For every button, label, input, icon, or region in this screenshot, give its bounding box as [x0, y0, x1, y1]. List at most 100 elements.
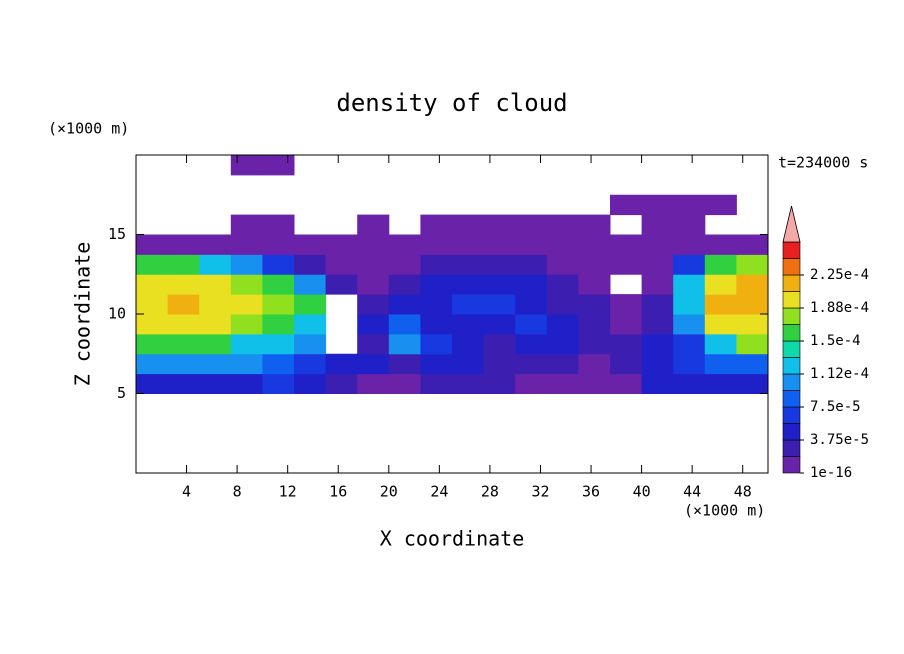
- contour-cell: [610, 234, 643, 255]
- y-tick-label: 10: [108, 305, 126, 323]
- contour-cell: [199, 274, 232, 295]
- x-tick-label: 8: [233, 483, 242, 501]
- contour-cell: [262, 373, 295, 394]
- contour-cell: [546, 333, 579, 355]
- contour-cell: [641, 254, 674, 275]
- contour-cell: [262, 314, 295, 335]
- contour-cell: [515, 373, 548, 394]
- contour-cell: [199, 373, 232, 394]
- x-tick-label: 28: [481, 483, 499, 501]
- contour-cell: [199, 314, 232, 335]
- contour-cell: [673, 274, 706, 295]
- contour-cell: [230, 314, 263, 335]
- contour-cell: [420, 274, 453, 295]
- x-tick-label: 48: [734, 483, 752, 501]
- colorbar-tick-label: 1.88e-4: [810, 300, 869, 316]
- contour-cell: [578, 353, 611, 375]
- colorbar-box: [782, 390, 801, 408]
- colorbar-box: [782, 291, 801, 309]
- contour-cell: [704, 274, 737, 295]
- contour-cell: [610, 294, 643, 315]
- contour-cell: [452, 254, 485, 275]
- contour-cell: [704, 254, 737, 275]
- contour-cell: [388, 274, 421, 295]
- contour-cell: [230, 274, 263, 295]
- contour-cell: [262, 214, 295, 235]
- contour-cell: [610, 254, 643, 275]
- contour-cell: [452, 294, 485, 315]
- contour-cell: [515, 314, 548, 335]
- contour-cell: [294, 294, 327, 315]
- contour-cell: [294, 353, 327, 375]
- contour-cell: [136, 274, 169, 295]
- contour-cell: [673, 234, 706, 255]
- contour-cell: [325, 274, 358, 295]
- contour-cell: [262, 294, 295, 315]
- x-unit: (×1000 m): [684, 502, 765, 520]
- contour-cell: [546, 254, 579, 275]
- contour-cell: [452, 333, 485, 355]
- contour-cell: [357, 254, 390, 275]
- contour-cell: [546, 353, 579, 375]
- colorbar-tick-label: 1.12e-4: [810, 366, 869, 382]
- contour-cell: [388, 314, 421, 335]
- colorbar-box: [782, 373, 801, 391]
- contour-cell: [704, 373, 737, 394]
- contour-cell: [736, 353, 769, 375]
- colorbar-box: [782, 340, 801, 358]
- contour-cell: [483, 353, 516, 375]
- contour-cell: [736, 254, 769, 275]
- contour-cell: [641, 274, 674, 295]
- contour-cell: [641, 294, 674, 315]
- contour-cell: [704, 234, 737, 255]
- contour-cell: [704, 294, 737, 315]
- contour-cell: [230, 155, 263, 176]
- contour-cell: [262, 254, 295, 275]
- contour-cell: [199, 294, 232, 315]
- y-unit: (×1000 m): [48, 120, 129, 138]
- contour-cell: [736, 294, 769, 315]
- contour-cell: [167, 353, 200, 375]
- contour-cell: [483, 373, 516, 394]
- contour-cell: [262, 234, 295, 255]
- contour-cell: [136, 333, 169, 355]
- contour-cell: [610, 314, 643, 335]
- colorbar-box: [782, 241, 801, 259]
- contour-cell: [294, 373, 327, 394]
- contour-cell: [136, 314, 169, 335]
- contour-cell: [294, 333, 327, 355]
- contour-cell: [294, 254, 327, 275]
- contour-cell: [736, 373, 769, 394]
- colorbar-box: [782, 456, 801, 474]
- contour-cell: [167, 314, 200, 335]
- contour-cell: [420, 254, 453, 275]
- contour-cell: [578, 214, 611, 235]
- contour-cell: [167, 234, 200, 255]
- contour-cell: [420, 353, 453, 375]
- contour-cell: [610, 333, 643, 355]
- contour-cell: [515, 274, 548, 295]
- contour-cell: [230, 234, 263, 255]
- time-label: t=234000 s: [778, 154, 868, 172]
- contour-cell: [136, 373, 169, 394]
- contour-cell: [294, 314, 327, 335]
- contour-cell: [641, 353, 674, 375]
- contour-cell: [641, 234, 674, 255]
- contour-cell: [483, 254, 516, 275]
- contour-cell: [262, 353, 295, 375]
- contour-cell: [262, 274, 295, 295]
- contour-cell: [420, 373, 453, 394]
- contour-cell: [641, 314, 674, 335]
- contour-cell: [230, 294, 263, 315]
- contour-cell: [136, 353, 169, 375]
- contour-cell: [578, 254, 611, 275]
- contour-cell: [641, 373, 674, 394]
- contour-cell: [452, 234, 485, 255]
- colorbar-box: [782, 439, 801, 457]
- contour-cell: [357, 314, 390, 335]
- contour-cell: [167, 274, 200, 295]
- contour-cell: [515, 353, 548, 375]
- contour-cell: [452, 274, 485, 295]
- contour-cell: [578, 294, 611, 315]
